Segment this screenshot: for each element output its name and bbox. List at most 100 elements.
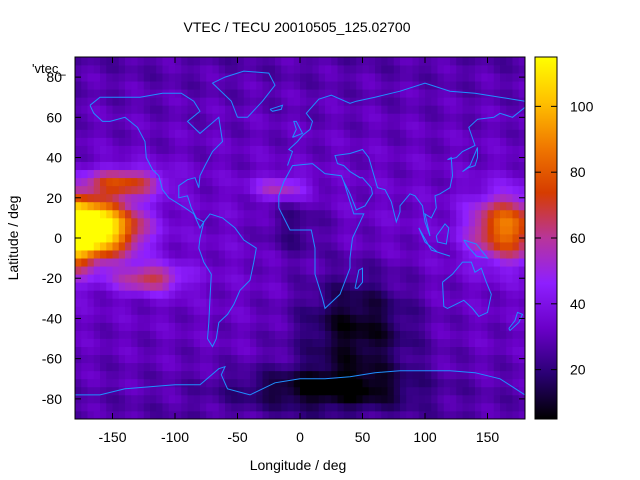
heatmap-cell — [406, 169, 413, 179]
heatmap-cell — [118, 185, 126, 195]
heatmap-cell — [331, 394, 338, 404]
heatmap-cell — [431, 209, 438, 219]
heatmap-cell — [112, 314, 120, 323]
heatmap-cell — [512, 153, 520, 162]
heatmap-cell — [81, 250, 88, 259]
heatmap-cell — [87, 121, 95, 130]
heatmap-cell — [456, 209, 463, 219]
heatmap-cell — [437, 97, 445, 106]
heatmap-cell — [87, 370, 95, 380]
heatmap-cell — [93, 73, 101, 82]
heatmap-cell — [268, 161, 276, 171]
heatmap-cell — [418, 290, 426, 299]
heatmap-cell — [218, 193, 226, 203]
heatmap-cell — [325, 338, 332, 347]
heatmap-cell — [237, 346, 245, 356]
heatmap-cell — [256, 177, 263, 187]
heatmap-cell — [350, 354, 357, 364]
heatmap-cell — [418, 362, 426, 372]
heatmap-cell — [418, 57, 426, 66]
heatmap-cell — [243, 233, 251, 243]
heatmap-cell — [206, 233, 213, 243]
heatmap-cell — [306, 209, 313, 219]
heatmap-cell — [256, 217, 263, 227]
heatmap-cell — [75, 81, 82, 90]
heatmap-cell — [256, 89, 263, 98]
heatmap-cell — [125, 402, 132, 412]
heatmap-cell — [200, 89, 207, 98]
heatmap-cell — [312, 65, 320, 74]
heatmap-cell — [387, 217, 395, 227]
heatmap-cell — [225, 121, 232, 130]
heatmap-cell — [112, 354, 120, 364]
heatmap-cell — [518, 145, 526, 154]
heatmap-cell — [487, 57, 495, 66]
heatmap-cell — [418, 137, 426, 146]
heatmap-cell — [137, 266, 145, 275]
heatmap-cell — [481, 266, 488, 275]
heatmap-cell — [343, 362, 351, 372]
heatmap-cell — [350, 394, 357, 404]
heatmap-cell — [137, 73, 145, 82]
heatmap-cell — [437, 346, 445, 356]
heatmap-cell — [356, 266, 363, 275]
heatmap-cell — [193, 145, 201, 154]
heatmap-cell — [425, 81, 432, 90]
heatmap-cell — [287, 282, 295, 291]
heatmap-cell — [156, 330, 163, 339]
heatmap-cell — [506, 402, 513, 412]
heatmap-cell — [212, 201, 220, 211]
heatmap-cell — [112, 370, 120, 380]
heatmap-cell — [437, 282, 445, 291]
heatmap-cell — [287, 137, 295, 146]
heatmap-cell — [281, 386, 288, 396]
heatmap-cell — [368, 242, 376, 251]
heatmap-cell — [431, 137, 438, 146]
heatmap-cell — [75, 322, 82, 331]
heatmap-cell — [418, 97, 426, 106]
heatmap-cell — [325, 346, 332, 356]
heatmap-cell — [237, 145, 245, 154]
heatmap-cell — [418, 394, 426, 404]
heatmap-cell — [381, 169, 388, 179]
heatmap-cell — [325, 97, 332, 106]
heatmap-cell — [393, 121, 401, 130]
heatmap-cell — [318, 177, 326, 187]
heatmap-cell — [462, 129, 470, 138]
heatmap-cell — [343, 330, 351, 339]
heatmap-cell — [87, 306, 95, 315]
heatmap-cell — [118, 201, 126, 211]
heatmap-cell — [275, 225, 282, 235]
heatmap-cell — [387, 298, 395, 307]
heatmap-cell — [318, 201, 326, 211]
heatmap-cell — [337, 274, 345, 283]
heatmap-cell — [343, 354, 351, 364]
heatmap-cell — [268, 201, 276, 211]
heatmap-cell — [450, 89, 457, 98]
heatmap-cell — [87, 322, 95, 331]
heatmap-cell — [300, 97, 307, 106]
heatmap-cell — [475, 57, 482, 66]
heatmap-cell — [162, 290, 170, 299]
heatmap-cell — [506, 65, 513, 74]
heatmap-cell — [281, 193, 288, 203]
heatmap-cell — [100, 274, 107, 283]
heatmap-cell — [431, 161, 438, 171]
heatmap-cell — [337, 185, 345, 195]
heatmap-cell — [106, 250, 113, 259]
heatmap-cell — [456, 282, 463, 291]
heatmap-cell — [418, 233, 426, 243]
heatmap-cell — [512, 217, 520, 227]
heatmap-cell — [406, 129, 413, 138]
heatmap-cell — [100, 153, 107, 162]
heatmap-cell — [181, 57, 188, 66]
heatmap-cell — [481, 145, 488, 154]
heatmap-cell — [443, 65, 451, 74]
heatmap-cell — [493, 169, 501, 179]
heatmap-cell — [125, 97, 132, 106]
heatmap-cell — [337, 354, 345, 364]
heatmap-cell — [431, 105, 438, 114]
heatmap-cell — [206, 81, 213, 90]
heatmap-cell — [137, 250, 145, 259]
heatmap-cell — [200, 81, 207, 90]
